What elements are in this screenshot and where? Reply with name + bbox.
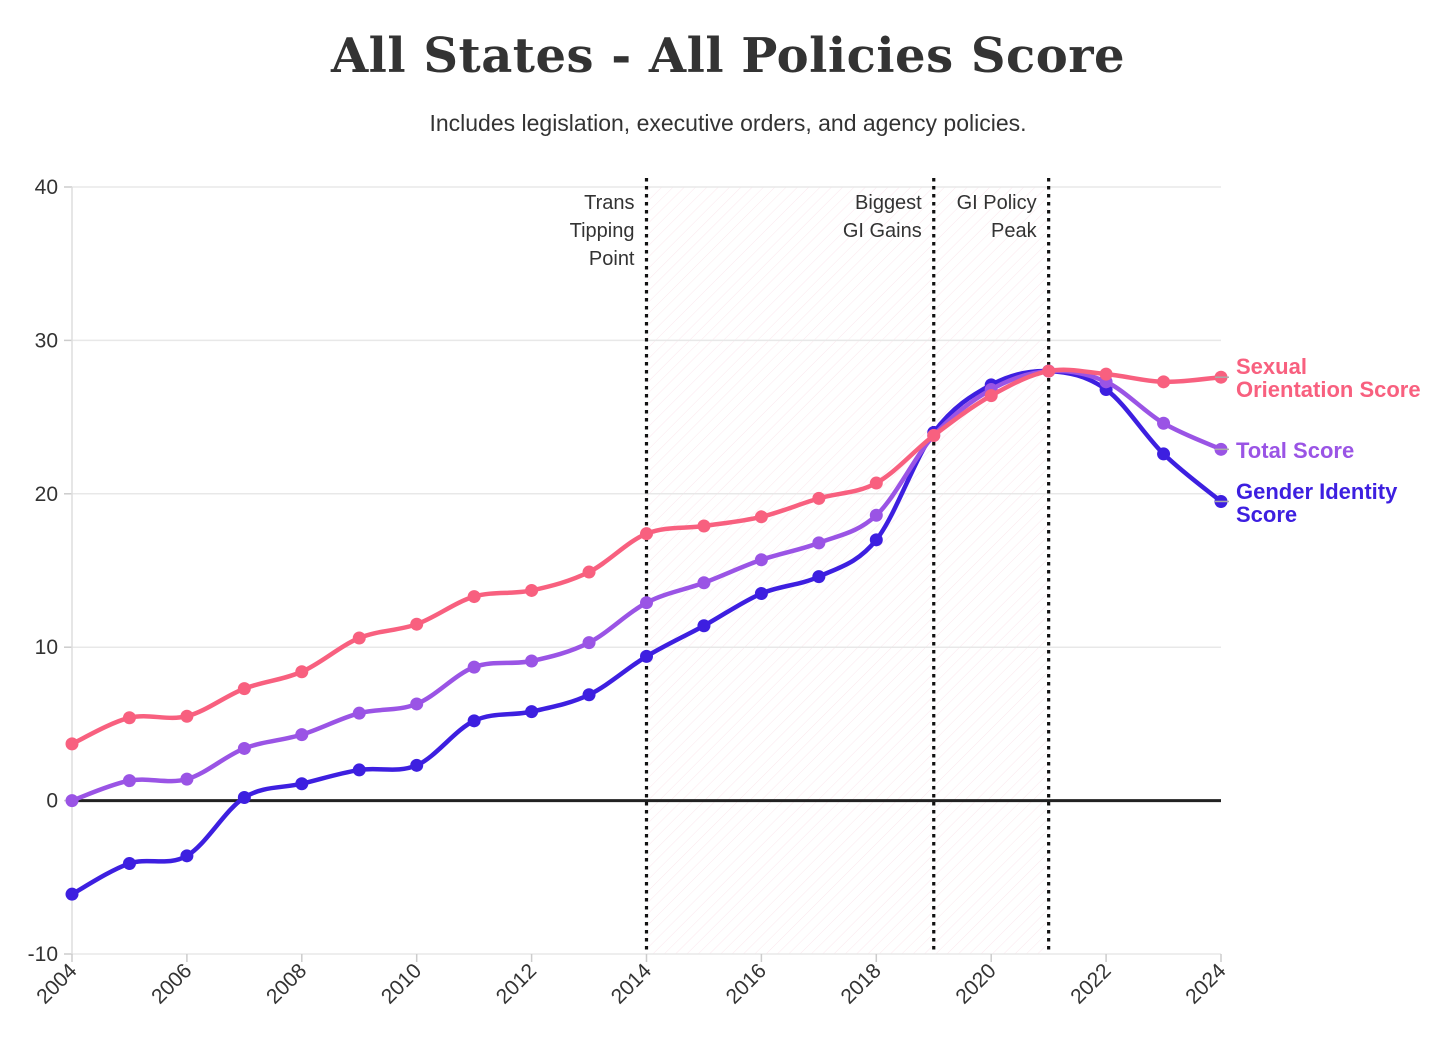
series-label: Sexual — [1236, 354, 1307, 379]
data-point — [697, 619, 711, 633]
data-point — [812, 491, 826, 505]
x-tick-label: 2024 — [1181, 959, 1231, 1009]
annotation-label: Biggest — [855, 192, 922, 214]
data-point — [410, 697, 424, 711]
annotation-label: GI Gains — [843, 220, 922, 242]
y-tick-label: 10 — [35, 636, 58, 659]
shaded-region — [646, 187, 1049, 954]
data-point — [869, 476, 883, 490]
data-point — [812, 570, 826, 584]
x-tick-label: 2016 — [722, 959, 771, 1008]
data-point — [65, 794, 79, 808]
data-point — [180, 709, 194, 723]
x-tick-label: 2010 — [377, 959, 426, 1008]
data-point — [122, 856, 136, 870]
data-point — [180, 849, 194, 863]
data-point — [640, 649, 653, 663]
series-label: Gender Identity — [1236, 479, 1398, 504]
chart-subtitle: Includes legislation, executive orders, … — [429, 110, 1027, 136]
x-tick-label: 2020 — [951, 959, 1000, 1008]
x-tick-label: 2018 — [837, 959, 886, 1008]
x-tick-label: 2006 — [147, 959, 196, 1008]
annotation-label: Tipping — [570, 220, 635, 242]
y-tick-label: 40 — [35, 176, 58, 199]
data-point — [467, 590, 481, 604]
annotations-group: Trans Tipping Point Biggest GI Gains GI Polic… — [570, 178, 1051, 954]
annotation-label: Peak — [991, 220, 1038, 242]
data-point — [352, 706, 366, 720]
data-point — [295, 665, 309, 679]
x-tick-label: 2014 — [607, 959, 657, 1009]
data-point — [1042, 364, 1056, 378]
data-point — [812, 536, 826, 550]
data-point — [65, 887, 79, 901]
x-tick-label: 2008 — [262, 959, 311, 1008]
data-point — [640, 527, 653, 541]
data-point — [352, 763, 366, 777]
data-point — [122, 774, 136, 788]
annotation-label: GI Policy — [957, 192, 1037, 214]
x-tick-label: 2012 — [492, 959, 541, 1008]
data-point — [1157, 447, 1171, 461]
data-point — [1157, 375, 1171, 389]
data-point — [1099, 367, 1113, 381]
data-point — [697, 519, 711, 533]
data-point — [869, 533, 883, 547]
data-point — [927, 429, 941, 443]
annotation-label: Point — [589, 248, 635, 270]
annotation-label: Trans — [584, 192, 634, 214]
y-tick-label: 20 — [35, 483, 58, 506]
data-point — [467, 660, 481, 674]
data-point — [295, 777, 309, 791]
data-point — [754, 510, 768, 524]
x-tick-label: 2004 — [32, 959, 82, 1009]
data-point — [582, 565, 596, 579]
data-point — [984, 389, 998, 403]
data-point — [1157, 416, 1171, 430]
data-point — [582, 688, 596, 702]
data-point — [697, 576, 711, 590]
data-point — [754, 587, 768, 601]
data-point — [237, 682, 251, 696]
data-point — [525, 583, 539, 597]
y-tick-label: 0 — [46, 790, 58, 813]
series-sexual-orientation-score — [65, 364, 1228, 751]
series-label: Total Score — [1236, 438, 1354, 463]
data-point — [410, 758, 424, 772]
series-group — [65, 364, 1228, 901]
shaded-region-group — [646, 187, 1049, 954]
data-point — [237, 791, 251, 805]
y-tick-label: -10 — [28, 943, 58, 966]
y-tick-label: 30 — [35, 329, 58, 352]
data-point — [180, 772, 194, 786]
data-point — [754, 553, 768, 567]
data-point — [295, 728, 309, 742]
data-point — [65, 737, 79, 751]
data-point — [582, 636, 596, 650]
x-tick-label: 2022 — [1066, 959, 1115, 1008]
data-point — [869, 508, 883, 522]
data-point — [122, 711, 136, 725]
data-point — [525, 654, 539, 668]
series-label: Orientation Score — [1236, 377, 1421, 402]
data-point — [640, 596, 653, 610]
data-point — [410, 617, 424, 631]
data-point — [525, 705, 539, 719]
data-point — [352, 631, 366, 645]
series-label: Score — [1236, 502, 1297, 527]
chart-title: All States - All Policies Score — [330, 28, 1126, 84]
data-point — [237, 741, 251, 755]
data-point — [467, 714, 481, 728]
